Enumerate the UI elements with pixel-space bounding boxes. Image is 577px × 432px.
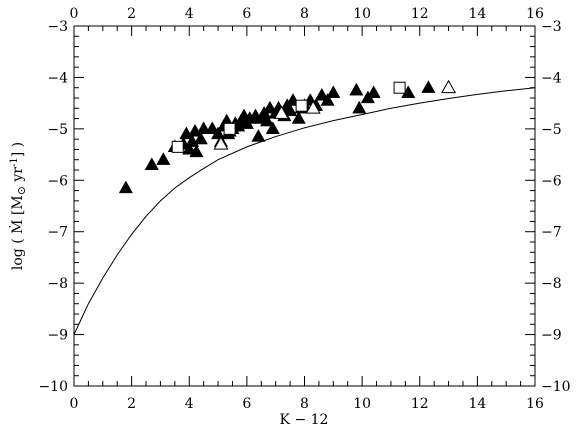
- x-tick-label-top: 2: [127, 6, 136, 22]
- y-axis-label-sun-symbol: ⊙: [15, 186, 28, 195]
- filled-triangle-marker: [291, 111, 306, 124]
- x-tick-label-bottom: 12: [411, 396, 429, 412]
- x-tick-label-top: 6: [242, 6, 251, 22]
- y-axis-label-mid: yr: [10, 167, 26, 186]
- x-tick-label-bottom: 8: [300, 396, 309, 412]
- plot-frame: [73, 25, 536, 387]
- y-axis-label-exponent: -1: [9, 157, 20, 167]
- x-axis-label: K − 12: [280, 412, 329, 428]
- filled-triangle-marker: [283, 103, 298, 117]
- x-tick-label-bottom: 4: [185, 396, 194, 412]
- y-tick-label-left: −8: [47, 276, 68, 292]
- filled-triangle-marker: [189, 144, 204, 158]
- x-tick-label-top: 10: [353, 6, 371, 22]
- filled-triangle-marker: [205, 121, 220, 135]
- x-tick-label-top: 16: [526, 6, 544, 22]
- y-tick-label-right: −7: [541, 225, 562, 241]
- open-square-marker: [295, 99, 308, 112]
- y-tick-label-left: −10: [38, 379, 68, 395]
- axis-ticks: [73, 25, 536, 387]
- y-tick-label-right: −5: [541, 122, 562, 138]
- open-triangle-marker: [305, 100, 321, 114]
- filled-triangle-marker: [144, 157, 159, 171]
- filled-triangle-marker: [265, 121, 280, 135]
- y-axis-label-prefix: log ( Ṁ [M: [8, 195, 26, 270]
- y-tick-label-right: −9: [541, 328, 562, 344]
- x-tick-label-bottom: 6: [242, 396, 251, 412]
- filled-triangle-marker: [259, 113, 275, 127]
- y-tick-label-left: −9: [47, 328, 68, 344]
- y-axis-label-suffix: ] ): [10, 142, 26, 157]
- open-square-marker: [393, 81, 406, 94]
- filled-triangle-marker: [193, 131, 208, 145]
- filled-triangle-marker: [326, 85, 341, 99]
- open-square-marker: [171, 140, 184, 153]
- y-tick-label-right: −8: [541, 276, 562, 292]
- y-tick-label-left: −6: [47, 173, 68, 189]
- open-square-marker: [223, 122, 236, 135]
- data-markers: [118, 79, 457, 194]
- x-tick-label-top: 8: [300, 6, 309, 22]
- filled-triangle-marker: [366, 85, 381, 99]
- filled-triangle-marker: [349, 82, 364, 96]
- filled-triangle-marker: [262, 100, 278, 114]
- filled-triangle-marker: [196, 121, 211, 135]
- filled-triangle-marker: [352, 100, 367, 114]
- filled-triangle-marker: [421, 80, 436, 93]
- y-tick-label-left: −4: [47, 70, 68, 86]
- filled-triangle-marker: [156, 152, 171, 165]
- y-tick-label-left: −3: [47, 19, 68, 35]
- x-tick-label-bottom: 16: [526, 396, 544, 412]
- x-tick-label-top: 14: [468, 6, 486, 22]
- x-tick-label-bottom: 10: [353, 396, 371, 412]
- filled-triangle-marker: [314, 87, 329, 101]
- y-tick-label-left: −5: [47, 122, 68, 138]
- x-tick-label-bottom: 0: [70, 396, 79, 412]
- y-tick-label-right: −3: [541, 19, 562, 35]
- open-triangle-marker: [273, 105, 289, 119]
- y-tick-label-right: −4: [541, 70, 562, 86]
- open-triangle-marker: [213, 136, 229, 150]
- x-tick-label-top: 4: [185, 6, 194, 22]
- x-tick-label-top: 12: [411, 6, 429, 22]
- filled-triangle-marker: [320, 93, 335, 106]
- model-curve: [73, 87, 536, 335]
- x-tick-label-top: 0: [70, 6, 79, 22]
- x-tick-label-bottom: 2: [127, 396, 136, 412]
- open-triangle-marker: [441, 79, 457, 94]
- y-tick-label-right: −10: [541, 379, 571, 395]
- y-tick-label-left: −7: [47, 225, 68, 241]
- y-axis-label: log ( Ṁ [M⊙ yr-1] ): [8, 142, 28, 270]
- filled-triangle-marker: [251, 129, 266, 142]
- x-tick-label-bottom: 14: [468, 396, 486, 412]
- filled-triangle-marker: [118, 180, 133, 194]
- y-tick-label-right: −6: [541, 173, 562, 189]
- filled-triangle-marker: [182, 141, 197, 155]
